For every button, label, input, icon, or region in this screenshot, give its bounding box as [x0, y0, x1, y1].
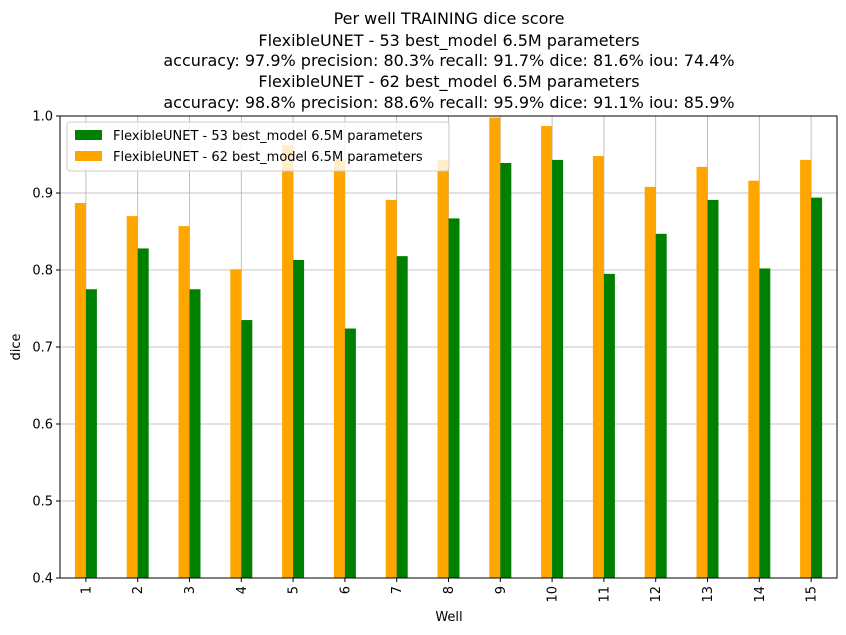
x-tick-label: 12 [649, 586, 664, 603]
bar [644, 186, 656, 578]
bar [811, 197, 823, 578]
x-tick-label: 4 [235, 586, 250, 594]
bar [437, 159, 449, 578]
bar [137, 248, 149, 578]
y-tick-label: 1.0 [32, 110, 53, 125]
y-tick-label: 0.4 [32, 572, 53, 587]
bar [344, 328, 356, 578]
bar [333, 159, 345, 578]
bar [603, 273, 615, 578]
legend-label: FlexibleUNET - 53 best_model 6.5M parame… [113, 129, 423, 144]
bar [759, 268, 771, 578]
bar [85, 289, 97, 578]
bar [241, 320, 253, 578]
legend-swatch [75, 151, 102, 161]
bar [74, 203, 86, 578]
x-tick-label: 15 [805, 586, 820, 603]
legend-box [66, 121, 450, 172]
y-tick-label: 0.5 [32, 495, 53, 510]
x-tick-label: 5 [287, 586, 302, 594]
bar [655, 233, 667, 578]
y-tick-label: 0.9 [32, 187, 53, 202]
bar [282, 145, 294, 578]
bar [592, 156, 604, 579]
legend: FlexibleUNET - 53 best_model 6.5M parame… [66, 121, 450, 172]
bar [385, 199, 397, 578]
y-axis-label: dice [9, 333, 24, 360]
x-tick-label: 3 [183, 586, 198, 594]
bar [748, 180, 760, 578]
y-tick-label: 0.6 [32, 418, 53, 433]
bar [800, 159, 812, 578]
x-tick-label: 2 [131, 586, 146, 594]
x-tick-label: 8 [442, 586, 457, 594]
x-tick-label: 1 [79, 586, 94, 594]
bar [696, 166, 708, 578]
bar [707, 199, 719, 578]
bar [293, 259, 305, 578]
chart-title: Per well TRAINING dice score FlexibleUNE… [163, 9, 734, 112]
bar [178, 226, 190, 579]
title-line-1: Per well TRAINING dice score [334, 9, 565, 28]
x-tick-label: 13 [701, 586, 716, 603]
title-line-5: accuracy: 98.8% precision: 88.6% recall:… [163, 93, 734, 112]
x-axis-label: Well [435, 610, 462, 625]
bar [230, 269, 242, 578]
bar [489, 117, 501, 578]
bar [189, 289, 201, 578]
y-tick-label: 0.8 [32, 264, 53, 279]
bar [126, 216, 138, 578]
x-axis: 1 2 3 4 5 6 7 8 9 10 11 12 13 14 15 [79, 578, 820, 603]
x-tick-label: 10 [546, 586, 561, 603]
title-line-2: FlexibleUNET - 53 best_model 6.5M parame… [258, 31, 639, 51]
legend-swatch [75, 130, 102, 140]
title-line-3: accuracy: 97.9% precision: 80.3% recall:… [163, 51, 734, 70]
bar [396, 256, 408, 578]
bars [74, 117, 823, 579]
bar [500, 162, 512, 578]
x-tick-label: 6 [338, 586, 353, 594]
x-tick-label: 7 [390, 586, 405, 594]
x-tick-label: 14 [753, 586, 768, 603]
title-line-4: FlexibleUNET - 62 best_model 6.5M parame… [258, 72, 639, 92]
y-axis: 0.4 0.5 0.6 0.7 0.8 0.9 1.0 [32, 110, 60, 587]
x-tick-label: 9 [494, 586, 509, 594]
bar [448, 218, 460, 578]
x-tick-label: 11 [597, 586, 612, 603]
bar [552, 159, 564, 578]
y-tick-label: 0.7 [32, 341, 53, 356]
legend-label: FlexibleUNET - 62 best_model 6.5M parame… [113, 150, 423, 165]
bar [541, 126, 553, 578]
